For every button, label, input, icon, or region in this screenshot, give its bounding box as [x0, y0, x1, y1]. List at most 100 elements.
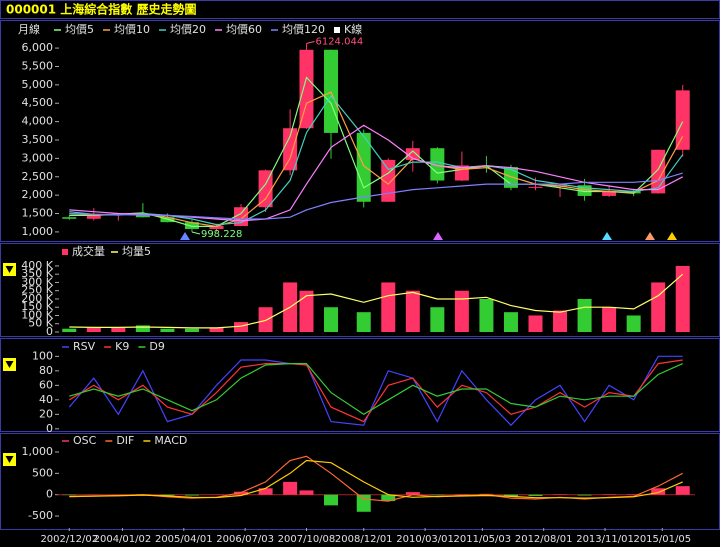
volume-bar [626, 315, 641, 332]
candle-body [528, 186, 543, 188]
collapse-button[interactable] [3, 453, 16, 466]
volume-bar [381, 282, 396, 332]
y-tick-label: 60 [39, 378, 53, 391]
y-tick-label: 150 K [21, 300, 53, 313]
y-tick-label: 40 [39, 393, 53, 406]
legend-label: D9 [149, 340, 164, 353]
osc-bar [405, 492, 420, 495]
volume-bar [405, 290, 420, 332]
x-tick-label: 2015/01/05 [633, 534, 691, 545]
signal-marker [645, 232, 655, 240]
y-tick-label: 100 [32, 349, 53, 362]
kd-panel [0, 338, 720, 432]
series-line [69, 459, 683, 499]
y-tick-label: 1,000 [22, 445, 54, 458]
osc-bar [356, 494, 371, 512]
signal-marker [180, 232, 190, 240]
y-tick-label: 1,000 [22, 225, 54, 238]
candle-body [209, 225, 224, 229]
volume-bar [324, 307, 339, 332]
volume-bar [86, 327, 101, 332]
volume-bar [135, 325, 150, 332]
legend-swatch [334, 27, 340, 33]
candle-body [602, 190, 617, 196]
candle-body [86, 214, 101, 219]
signal-marker [433, 232, 443, 240]
legend-label: 月線 [18, 22, 40, 36]
volume-bar [111, 327, 126, 332]
volume-bar [528, 315, 543, 332]
signal-marker [667, 232, 677, 240]
legend-label: DIF [116, 434, 134, 447]
series-line [69, 91, 684, 228]
candle-body [160, 217, 175, 223]
y-tick-label: 250 K [21, 284, 53, 297]
x-tick-label: 2005/04/01 [155, 534, 213, 545]
volume-bar [577, 298, 592, 332]
volume-bar [675, 265, 690, 332]
y-tick-label: -500 [28, 509, 53, 522]
candle-body [258, 170, 273, 208]
legend-label: 均價60 [226, 22, 262, 36]
x-tick-label: 2002/12/02 [40, 534, 98, 545]
legend-label: 均量5 [122, 245, 151, 258]
series-line [69, 76, 684, 227]
y-tick-label: 2,500 [22, 170, 54, 183]
candle-body [299, 49, 314, 129]
volume-bar [479, 298, 494, 332]
osc-bar [503, 494, 518, 497]
y-tick-label: 500 [32, 466, 53, 479]
legend-label: OSC [73, 434, 97, 447]
series-line [69, 172, 683, 220]
candle-body [62, 217, 77, 219]
x-tick-label: 2013/11/01 [576, 534, 634, 545]
y-tick-label: 3,500 [22, 133, 54, 146]
legend-label: 均價120 [282, 22, 325, 36]
annotation-leader [306, 41, 315, 45]
volume-bar [184, 328, 199, 332]
osc-bar [184, 494, 199, 496]
volume-bar [553, 310, 568, 332]
legend-swatch [62, 249, 68, 255]
x-tick-label: 2006/07/03 [216, 534, 274, 545]
candle-body [503, 167, 518, 188]
series-line [69, 363, 683, 416]
x-tick-label: 2010/03/01 [396, 534, 454, 545]
y-tick-label: 0 [46, 422, 53, 435]
y-tick-label: 3,000 [22, 151, 54, 164]
y-tick-label: 80 [39, 364, 53, 377]
volume-bar [299, 290, 314, 332]
y-tick-label: 200 K [21, 292, 53, 305]
y-tick-label: 6,000 [22, 41, 54, 54]
osc-bar [283, 481, 298, 495]
osc-bar [381, 494, 396, 502]
x-tick-label: 2012/08/01 [515, 534, 573, 545]
volume-bar [602, 307, 617, 332]
collapse-button[interactable] [3, 263, 16, 276]
x-tick-label: 2007/10/08 [278, 534, 336, 545]
osc-bar [577, 494, 592, 496]
candle-body [324, 49, 339, 133]
volume-bar [258, 307, 273, 332]
legend-label: 均價10 [114, 22, 150, 36]
y-tick-label: 300 K [21, 275, 53, 288]
series-line [69, 455, 683, 502]
volume-bar [209, 327, 224, 332]
y-tick-label: 20 [39, 407, 53, 420]
candle-body [184, 222, 199, 229]
series-line [68, 359, 683, 423]
x-tick-label: 2008/12/01 [335, 534, 393, 545]
volume-bar [454, 290, 469, 332]
y-tick-label: 50 K [28, 317, 53, 330]
volume-bar [503, 312, 518, 332]
osc-bar [258, 488, 273, 495]
legend-label: 成交量 [72, 244, 105, 258]
signal-marker [602, 232, 612, 240]
collapse-button[interactable] [3, 358, 16, 371]
annotation: 998.228 [201, 229, 242, 240]
legend-label: K9 [115, 340, 129, 353]
volume-bar [651, 282, 666, 332]
y-tick-label: 0 [46, 325, 53, 338]
x-tick-label: 2004/01/02 [94, 534, 152, 545]
